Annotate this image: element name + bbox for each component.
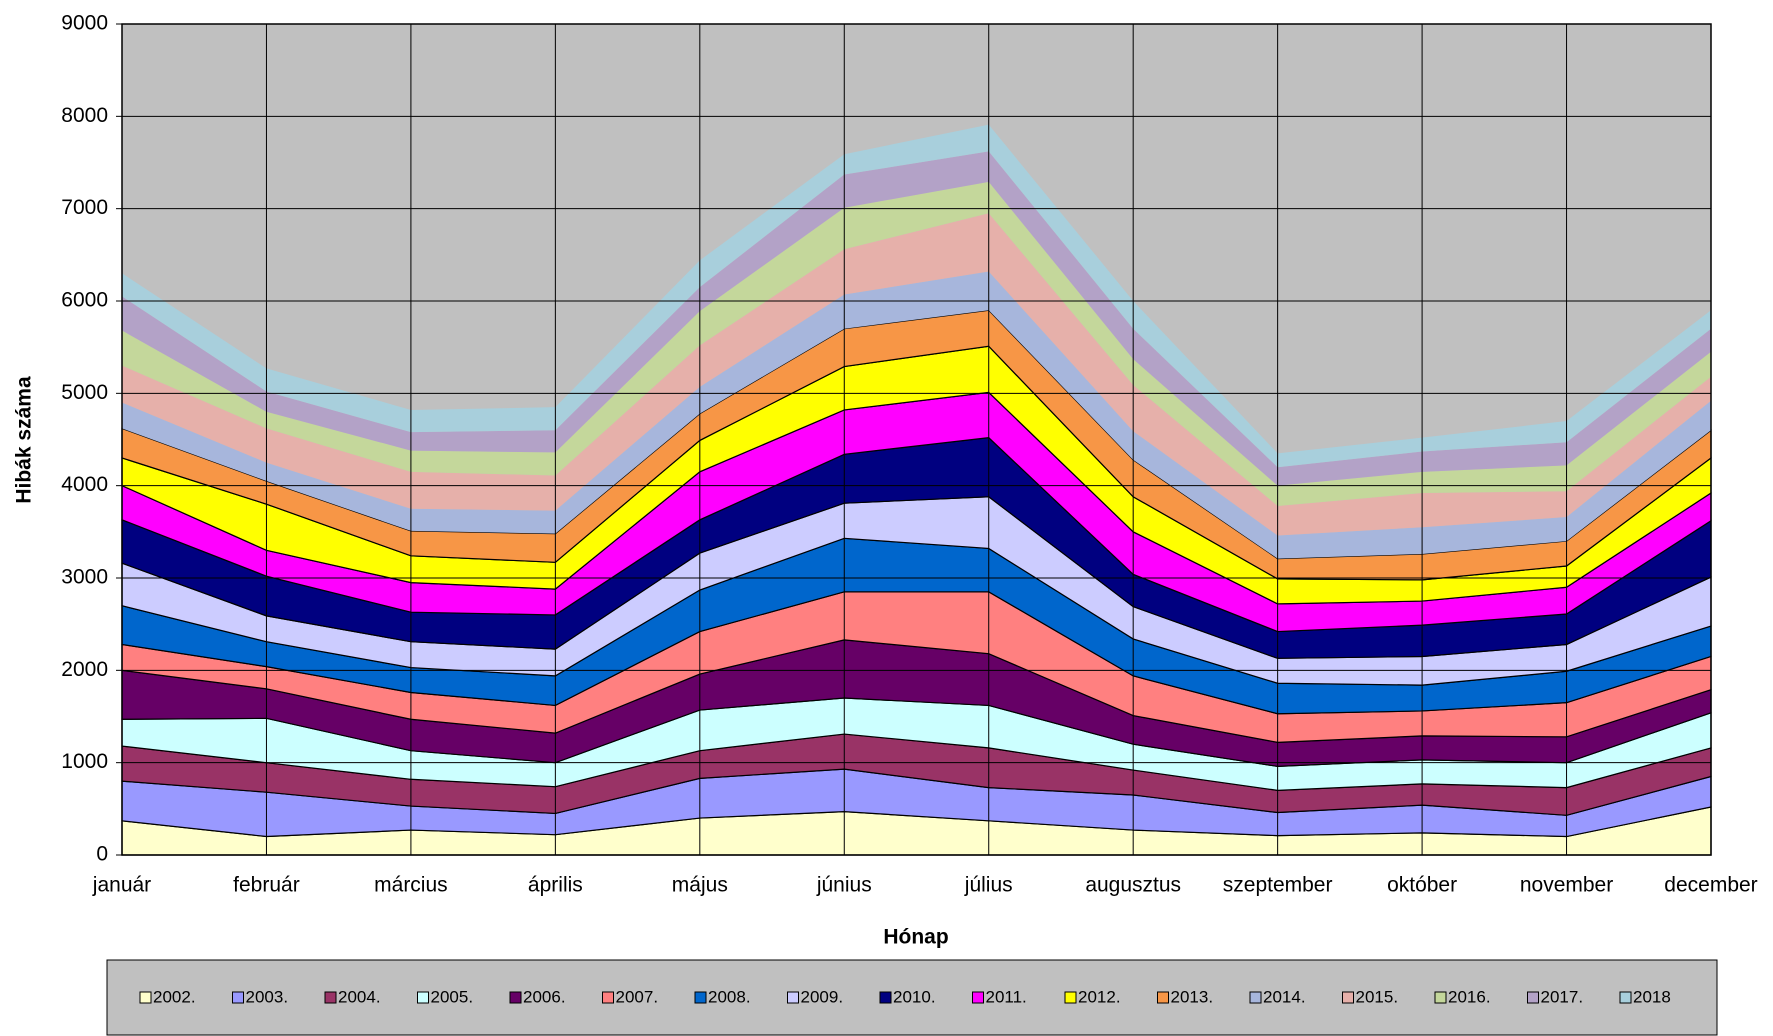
legend-label: 2015. — [1356, 987, 1399, 1006]
y-tick-label: 4000 — [61, 473, 108, 496]
legend-label: 2003. — [246, 987, 289, 1006]
y-tick-label: 0 — [96, 843, 108, 866]
legend-swatch — [694, 991, 707, 1004]
x-tick-label: december — [1664, 874, 1757, 897]
plot-border — [121, 23, 1712, 856]
legend-swatch — [972, 991, 984, 1004]
x-tick-label: október — [1387, 874, 1457, 897]
legend-swatch — [324, 991, 337, 1004]
legend-label: 2014. — [1263, 987, 1306, 1006]
legend-label: 2013. — [1171, 987, 1214, 1006]
legend-label: 2012. — [1078, 987, 1121, 1006]
legend-swatch — [1527, 991, 1539, 1004]
legend-label: 2002. — [153, 987, 196, 1006]
legend-label: 2005. — [431, 987, 474, 1006]
y-tick-label: 2000 — [61, 658, 108, 681]
area-series — [122, 271, 1711, 559]
y-tick-label: 5000 — [61, 381, 108, 404]
legend-swatch — [787, 991, 799, 1004]
y-tick-label: 1000 — [61, 750, 108, 773]
legend-swatch — [1157, 991, 1169, 1004]
area-series — [122, 213, 1711, 536]
y-axis-title: Hibák száma — [13, 376, 36, 504]
legend-label: 2011. — [986, 987, 1027, 1006]
y-tick-label: 3000 — [61, 566, 108, 589]
x-tick-label: január — [92, 874, 151, 897]
legend-label: 2016. — [1448, 987, 1491, 1006]
legend-entries: 2002. 2003. 2004. 2005. 2006. 2007. 2008. 2009.… — [139, 987, 1671, 1006]
legend-swatch — [1434, 991, 1447, 1004]
y-tick-label: 8000 — [61, 104, 108, 127]
x-tick-label: szeptember — [1223, 874, 1333, 897]
area-series — [122, 124, 1711, 468]
legend-label: 2007. — [616, 987, 659, 1006]
legend-label: 2008. — [708, 987, 751, 1006]
y-tick-label: 9000 — [61, 12, 108, 35]
legend-swatch — [1249, 991, 1262, 1004]
legend-swatch — [879, 991, 892, 1004]
x-axis-title: Hónap — [883, 926, 948, 949]
legend-label: 2017. — [1541, 987, 1584, 1006]
legend-label: 2018 — [1633, 987, 1671, 1006]
legend-label: 2006. — [523, 987, 566, 1006]
y-tick-label: 7000 — [61, 196, 108, 219]
legend — [106, 959, 1718, 1036]
areas — [121, 124, 1712, 856]
area-series — [122, 181, 1711, 506]
y-tick-label: 6000 — [61, 289, 108, 312]
legend-label: 2004. — [338, 987, 381, 1006]
legend-label: 2009. — [801, 987, 844, 1006]
area-series — [122, 151, 1711, 486]
legend-swatch — [417, 991, 429, 1004]
x-tick-label: június — [816, 874, 872, 897]
x-tick-label: február — [233, 874, 300, 897]
legend-swatch — [1619, 991, 1632, 1004]
x-tick-label: november — [1520, 874, 1613, 897]
x-tick-label: augusztus — [1085, 874, 1181, 897]
legend-swatch — [139, 991, 152, 1004]
legend-swatch — [602, 991, 614, 1004]
legend-swatch — [232, 991, 244, 1004]
x-tick-label: július — [964, 874, 1013, 897]
x-tick-label: április — [528, 874, 583, 897]
legend-swatch — [1342, 991, 1354, 1004]
legend-label: 2010. — [893, 987, 936, 1006]
x-tick-label: május — [672, 874, 728, 897]
x-tick-label: március — [374, 874, 448, 897]
legend-swatch — [1064, 991, 1077, 1004]
legend-swatch — [509, 991, 522, 1004]
